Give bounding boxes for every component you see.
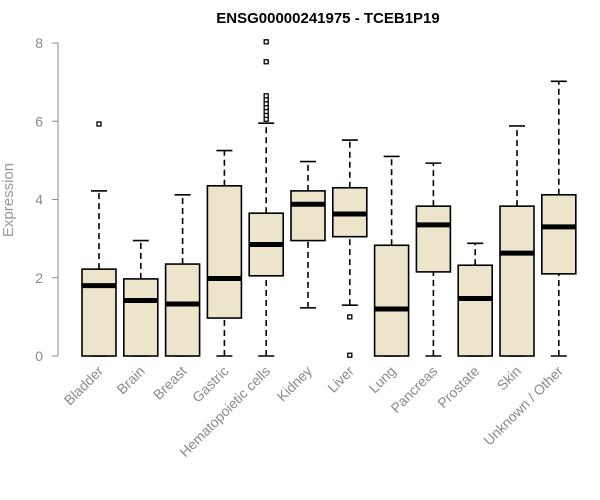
x-tick-label: Kidney [274,363,316,405]
box-group-7 [373,155,410,357]
x-tick-label: Bladder [61,363,107,409]
outlier-point [263,59,269,65]
outlier-point [347,314,353,320]
y-tick-label: 4 [35,192,43,208]
y-tick-label: 2 [35,270,43,286]
y-tick-label: 6 [35,113,43,129]
outlier-point [347,352,353,358]
y-tick-label: 8 [35,35,43,51]
box-iqr [415,205,452,273]
box-group-9 [457,242,494,357]
box-iqr [373,244,410,357]
x-tick-label: Unknown / Other [480,363,566,449]
y-axis: 0 2 4 6 8 [35,35,59,364]
box-group-11 [540,80,577,357]
box-group-10 [499,125,535,357]
box-group-8 [415,162,452,357]
box-iqr [164,263,201,357]
box-iqr [81,268,117,357]
box-iqr [457,264,494,357]
x-tick-label: Skin [494,363,525,394]
outlier-point [263,39,269,45]
outlier-point [263,93,269,99]
x-tick-label: Liver [324,363,357,396]
box-iqr [206,185,243,319]
box-group-0 [81,121,117,357]
chart-title: ENSG00000241975 - TCEB1P19 [216,10,439,27]
box-group-5 [290,160,326,309]
boxes-group [81,39,577,358]
x-tick-label: Lung [365,363,398,396]
box-iqr [499,205,535,357]
box-group-1 [123,239,159,357]
x-tick-label: Breast [150,363,190,403]
box-group-3 [206,149,243,357]
outlier-point [96,121,102,127]
x-tick-label: Brain [113,363,147,397]
y-axis-label: Expression [0,163,17,237]
box-iqr [290,190,326,242]
box-iqr [123,278,159,357]
box-group-6 [331,139,368,358]
x-tick-label: Prostate [434,363,482,411]
box-iqr [540,194,577,275]
y-tick-label: 0 [35,348,43,364]
box-group-2 [164,194,201,357]
box-group-4 [248,39,284,357]
